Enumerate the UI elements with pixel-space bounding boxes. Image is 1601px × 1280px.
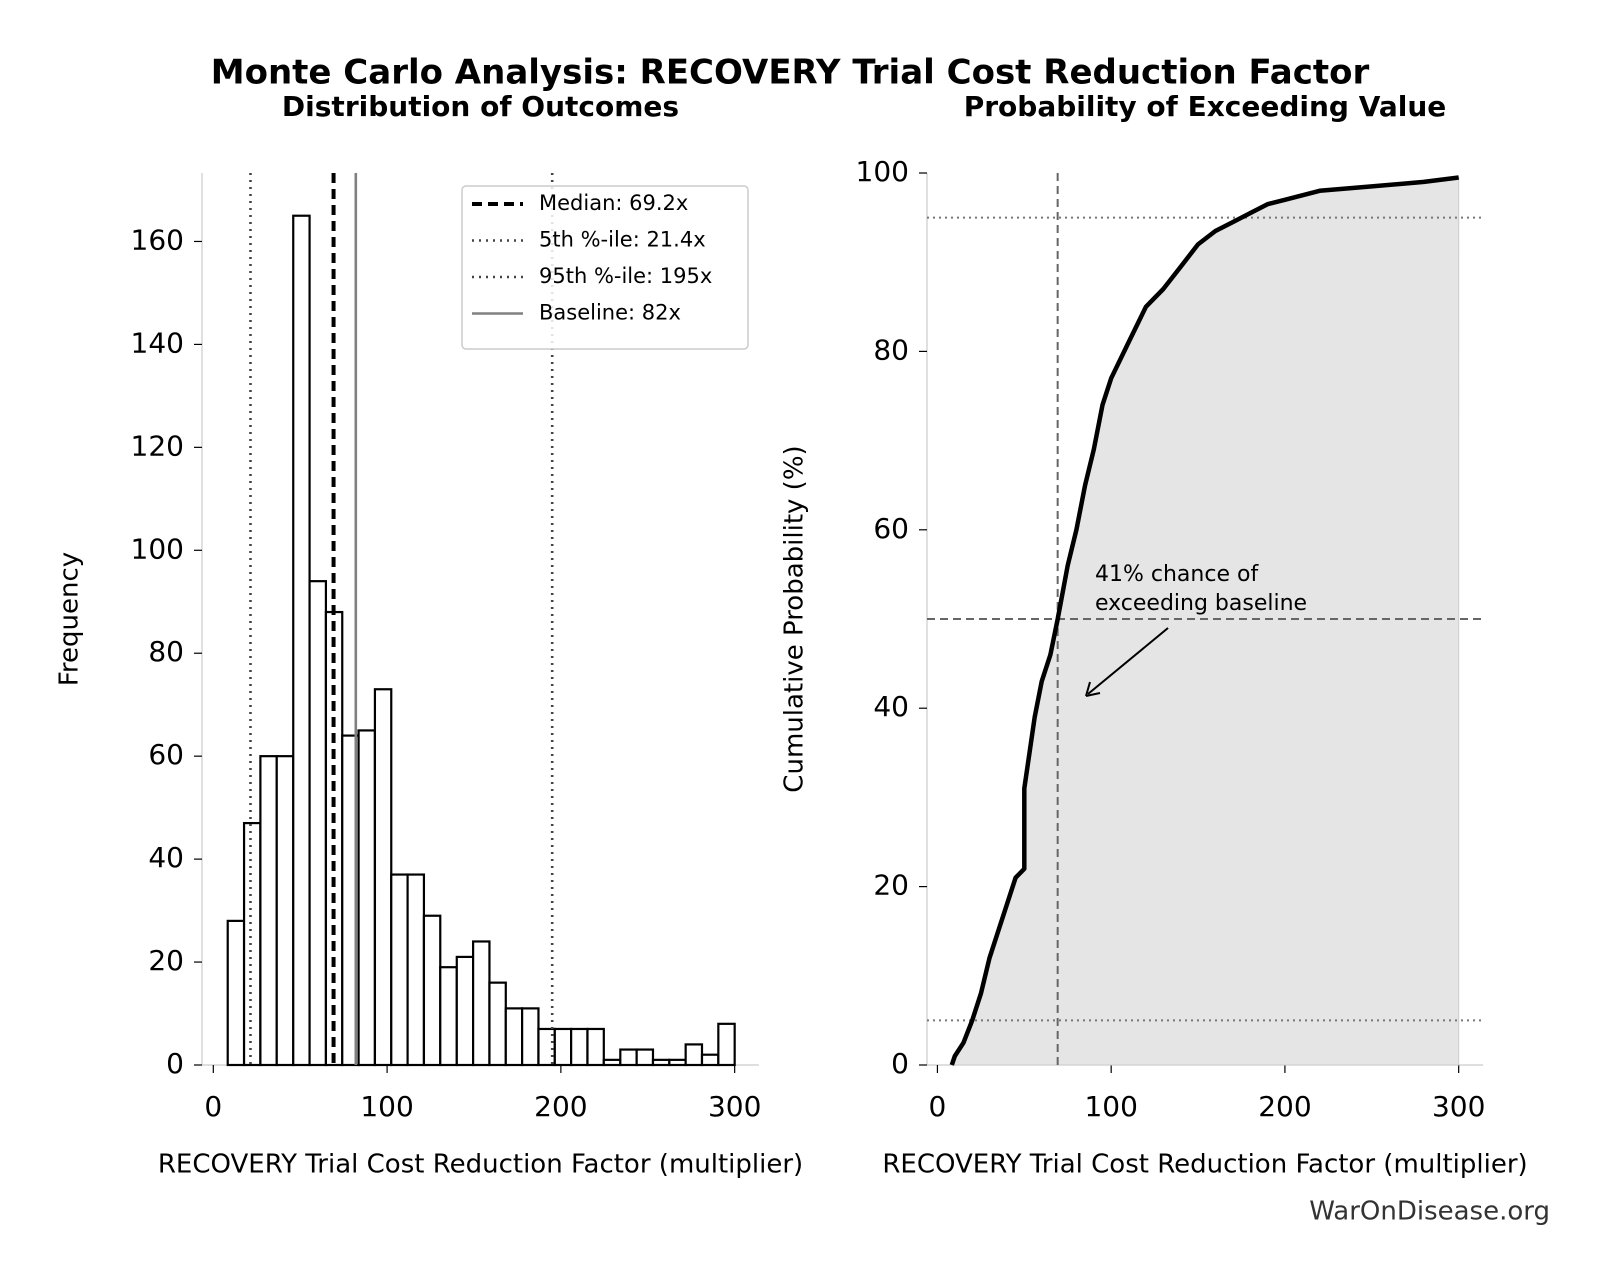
- histogram-bar: [373, 688, 393, 1067]
- y-tick-label: 20: [148, 944, 184, 977]
- y-tick-label: 40: [873, 690, 909, 723]
- histogram-bar: [570, 1027, 589, 1067]
- legend-label: Baseline: 82x: [539, 301, 681, 325]
- figure-title: Monte Carlo Analysis: RECOVERY Trial Cos…: [211, 53, 1370, 93]
- cdf-line: [949, 175, 1459, 1066]
- x-tick-label: 200: [1258, 1090, 1311, 1123]
- x-axis-label: RECOVERY Trial Cost Reduction Factor (mu…: [158, 1150, 803, 1180]
- y-tick-label: 0: [166, 1047, 184, 1080]
- y-tick-label: 100: [131, 532, 184, 565]
- histogram-bar: [308, 580, 328, 1067]
- y-tick-label: 60: [148, 738, 184, 771]
- y-axis-label: Frequency: [55, 552, 85, 686]
- x-tick-label: 0: [204, 1090, 222, 1123]
- histogram-bar: [422, 914, 442, 1067]
- legend-box: [461, 185, 749, 350]
- x-axis-label: RECOVERY Trial Cost Reduction Factor (mu…: [882, 1150, 1527, 1180]
- histogram-bar: [259, 755, 278, 1067]
- histogram-bar: [504, 1007, 524, 1067]
- histogram-bar: [439, 966, 458, 1067]
- y-tick-label: 20: [873, 869, 909, 902]
- histogram-bar: [390, 873, 409, 1067]
- histogram-bar: [668, 1058, 687, 1067]
- x-tick-label: 100: [1084, 1090, 1137, 1123]
- area-fill: [951, 176, 1460, 1066]
- x-tick-label: 100: [360, 1090, 413, 1123]
- histogram-bar: [602, 1058, 622, 1067]
- x-tick-label: 0: [929, 1090, 947, 1123]
- histogram-bar: [700, 1053, 720, 1067]
- annotation-arrow: [1087, 627, 1169, 695]
- histogram-bar: [242, 821, 262, 1067]
- histogram-bar: [488, 981, 507, 1067]
- source: WarOnDisease.org: [1309, 1197, 1550, 1227]
- y-tick-label: 60: [873, 512, 909, 545]
- subplot-title: Probability of Exceeding Value: [964, 90, 1447, 123]
- x-tick-label: 300: [1432, 1090, 1485, 1123]
- annotation: exceeding baseline: [1095, 591, 1307, 616]
- x-tick-label: 200: [534, 1090, 587, 1123]
- histogram-bar: [292, 214, 311, 1067]
- y-tick-label: 40: [148, 841, 184, 874]
- histogram-bar: [619, 1048, 638, 1067]
- histogram-bar: [684, 1043, 704, 1067]
- legend-label: Median: 69.2x: [539, 191, 688, 215]
- annotation-arrowhead: [1085, 681, 1101, 697]
- histogram-bar: [553, 1027, 573, 1067]
- histogram-bar: [357, 729, 377, 1067]
- histogram-bar: [521, 1007, 540, 1067]
- annotation: 41% chance of: [1095, 562, 1259, 587]
- histogram-bar: [226, 919, 246, 1067]
- y-tick-label: 120: [131, 429, 184, 462]
- histogram-bar: [406, 873, 426, 1067]
- subplot-title: Distribution of Outcomes: [282, 90, 679, 123]
- y-tick-label: 80: [873, 333, 909, 366]
- y-tick-label: 80: [148, 635, 184, 668]
- histogram-bar: [586, 1027, 605, 1067]
- histogram-bar: [635, 1048, 655, 1067]
- histogram-bar: [275, 755, 295, 1067]
- y-tick-label: 100: [856, 155, 909, 188]
- y-tick-label: 160: [131, 223, 184, 256]
- y-tick-label: 140: [131, 326, 184, 359]
- histogram-bar: [472, 940, 491, 1067]
- legend-label: 5th %-ile: 21.4x: [539, 228, 706, 252]
- y-tick-label: 0: [891, 1047, 909, 1080]
- histogram-bar: [717, 1022, 736, 1067]
- x-tick-label: 300: [708, 1090, 761, 1123]
- legend-label: 95th %-ile: 195x: [539, 264, 712, 288]
- histogram-bar: [455, 955, 475, 1067]
- y-axis-label: Cumulative Probability (%): [780, 445, 810, 792]
- histogram-bar: [651, 1058, 671, 1067]
